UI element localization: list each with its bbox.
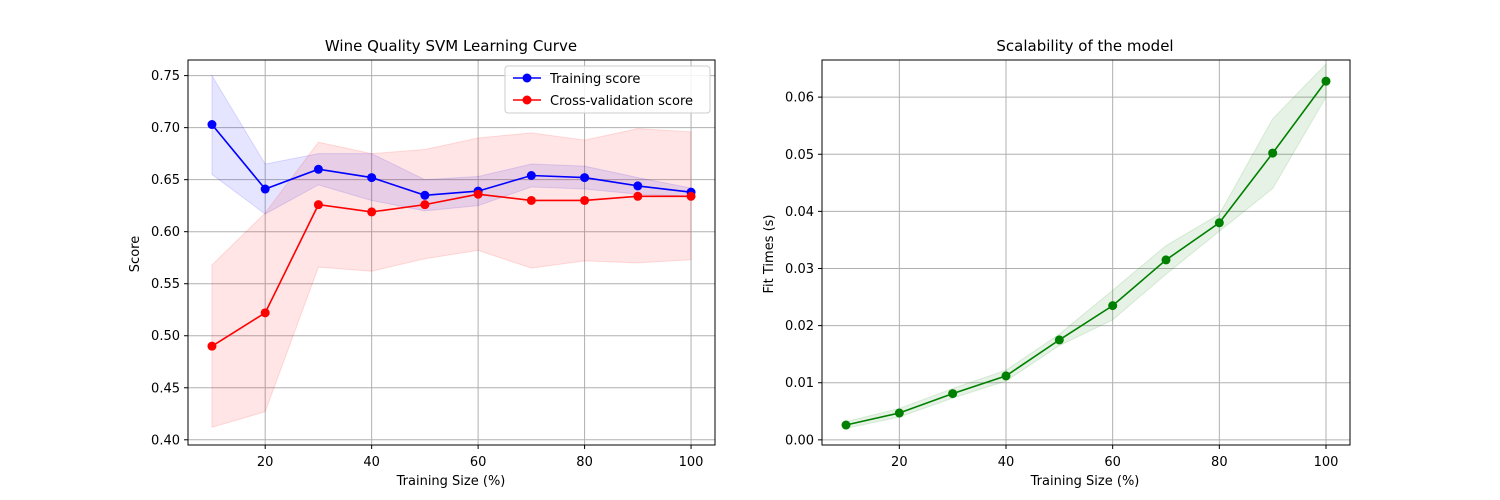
learning-curve-title: Wine Quality SVM Learning Curve bbox=[325, 37, 577, 55]
learning-curve-y-tick-label: 0.45 bbox=[151, 381, 180, 396]
learning-curve-x-tick-label: 60 bbox=[470, 455, 487, 470]
scalability-x-tick-label: 20 bbox=[891, 455, 908, 470]
legend-box bbox=[504, 65, 711, 114]
scalability-series-0-point bbox=[1108, 301, 1118, 311]
learning-curve-series-1-point bbox=[473, 189, 483, 199]
scalability-series-0-point bbox=[1214, 218, 1224, 228]
learning-curve-x-tick-label: 80 bbox=[576, 455, 593, 470]
learning-curve-series-1-point bbox=[313, 200, 323, 210]
learning-curve-legend: Training score Cross-validation score bbox=[504, 65, 711, 114]
learning-curve-y-tick-label: 0.50 bbox=[151, 329, 180, 344]
scalability-y-tick-label: 0.02 bbox=[785, 319, 814, 334]
legend-cv-marker bbox=[522, 95, 532, 105]
learning-curve-series-0-point bbox=[633, 181, 643, 191]
scalability-series-0-point bbox=[894, 408, 904, 418]
scalability-series-0-line bbox=[845, 80, 1327, 426]
scalability-y-tick-label: 0.04 bbox=[785, 205, 814, 220]
scalability-series bbox=[841, 76, 1331, 430]
scalability-ticks: 20 40 60 80 100 0.00 0.01 0.02 0.03 0.04 0.05 0.06 bbox=[785, 91, 1338, 470]
scalability-series-0-point bbox=[1161, 255, 1171, 265]
learning-curve-panel: 20 40 60 80 100 0.40 0.45 0.50 0.55 0.60 0.65 0.70 0… bbox=[128, 37, 716, 489]
scalability-y-tick-label: 0.03 bbox=[785, 262, 814, 277]
scalability-y-axis-label: Fit Times (s) bbox=[762, 214, 777, 293]
learning-curve-series-1-point bbox=[420, 200, 430, 210]
learning-curve-series bbox=[207, 120, 696, 351]
scalability-x-tick-label: 80 bbox=[1211, 455, 1228, 470]
legend-training-marker bbox=[522, 73, 532, 83]
learning-curve-series-0-point bbox=[313, 164, 323, 174]
scalability-series-0-point bbox=[1001, 371, 1011, 381]
learning-curve-y-tick-label: 0.75 bbox=[151, 69, 180, 84]
scalability-x-axis-label: Training Size (%) bbox=[1030, 474, 1140, 489]
learning-curve-series-0-point bbox=[260, 184, 270, 194]
scalability-x-tick-label: 40 bbox=[998, 455, 1015, 470]
scalability-panel: 20 40 60 80 1000.000.010.020.030.040.050.06 … bbox=[762, 37, 1351, 489]
learning-curve-series-1-point bbox=[207, 341, 217, 351]
learning-curve-series-1-point bbox=[580, 195, 590, 205]
scalability-title: Scalability of the model bbox=[996, 37, 1173, 55]
learning-curve-x-tick-label: 40 bbox=[363, 455, 380, 470]
learning-curve-series-1-point bbox=[633, 191, 643, 201]
learning-curve-y-tick-label: 0.65 bbox=[151, 173, 180, 188]
scalability-x-tick-label: 100 bbox=[1314, 455, 1339, 470]
learning-curve-x-tick-label: 20 bbox=[257, 455, 274, 470]
learning-curve-y-tick-label: 0.70 bbox=[151, 121, 180, 136]
learning-curve-ticks: 20 40 60 80 100 0.40 0.45 0.50 0.55 0.60 0.65 0.70 0… bbox=[151, 69, 703, 470]
scalability-series-0-point bbox=[1268, 148, 1278, 158]
learning-curve-series-1-point bbox=[260, 308, 270, 318]
learning-curve-series-0-point bbox=[420, 190, 430, 200]
scalability-series-0-point bbox=[948, 389, 958, 399]
scalability-series-0-point bbox=[841, 420, 851, 430]
scalability-y-tick-label: 0.00 bbox=[785, 433, 814, 448]
scalability-series-0-point bbox=[1054, 335, 1064, 345]
scalability-series-0-band bbox=[845, 62, 1327, 430]
legend-cv-label: Cross-validation score bbox=[550, 94, 693, 109]
learning-curve-series-0-point bbox=[580, 173, 590, 183]
learning-curve-x-axis-label: Training Size (%) bbox=[396, 474, 506, 489]
learning-curve-bands bbox=[211, 73, 692, 428]
legend-training-label: Training score bbox=[549, 72, 640, 87]
learning-curve-y-axis-label: Score bbox=[128, 236, 143, 272]
learning-curve-series-0-point bbox=[367, 173, 377, 183]
learning-curve-series-1-line bbox=[211, 193, 692, 347]
scalability-y-tick-label: 0.06 bbox=[785, 91, 814, 106]
learning-curve-series-0-point bbox=[207, 120, 217, 130]
scalability-x-tick-label: 60 bbox=[1104, 455, 1121, 470]
learning-curve-series-1-point bbox=[686, 191, 696, 201]
learning-curve-plot-frame bbox=[187, 59, 716, 446]
learning-curve-series-0-point bbox=[526, 171, 536, 180]
scalability-bands bbox=[845, 62, 1327, 430]
scalability-series-0-point bbox=[1321, 76, 1331, 86]
scalability-plot-frame bbox=[821, 59, 1351, 446]
learning-curve-series-1-point bbox=[367, 207, 377, 217]
learning-curve-y-tick-label: 0.60 bbox=[151, 225, 180, 240]
scalability-y-tick-label: 0.01 bbox=[785, 376, 814, 391]
learning-curve-y-tick-label: 0.55 bbox=[151, 277, 180, 292]
learning-curve-series-1-band bbox=[211, 128, 692, 428]
learning-curve-x-tick-label: 100 bbox=[679, 455, 704, 470]
scalability-y-tick-label: 0.05 bbox=[785, 148, 814, 163]
learning-curve-series-1-point bbox=[526, 195, 536, 205]
learning-curve-series-0-line bbox=[211, 124, 692, 197]
learning-curve-y-tick-label: 0.40 bbox=[151, 433, 180, 448]
scalability-grid bbox=[822, 60, 1350, 445]
